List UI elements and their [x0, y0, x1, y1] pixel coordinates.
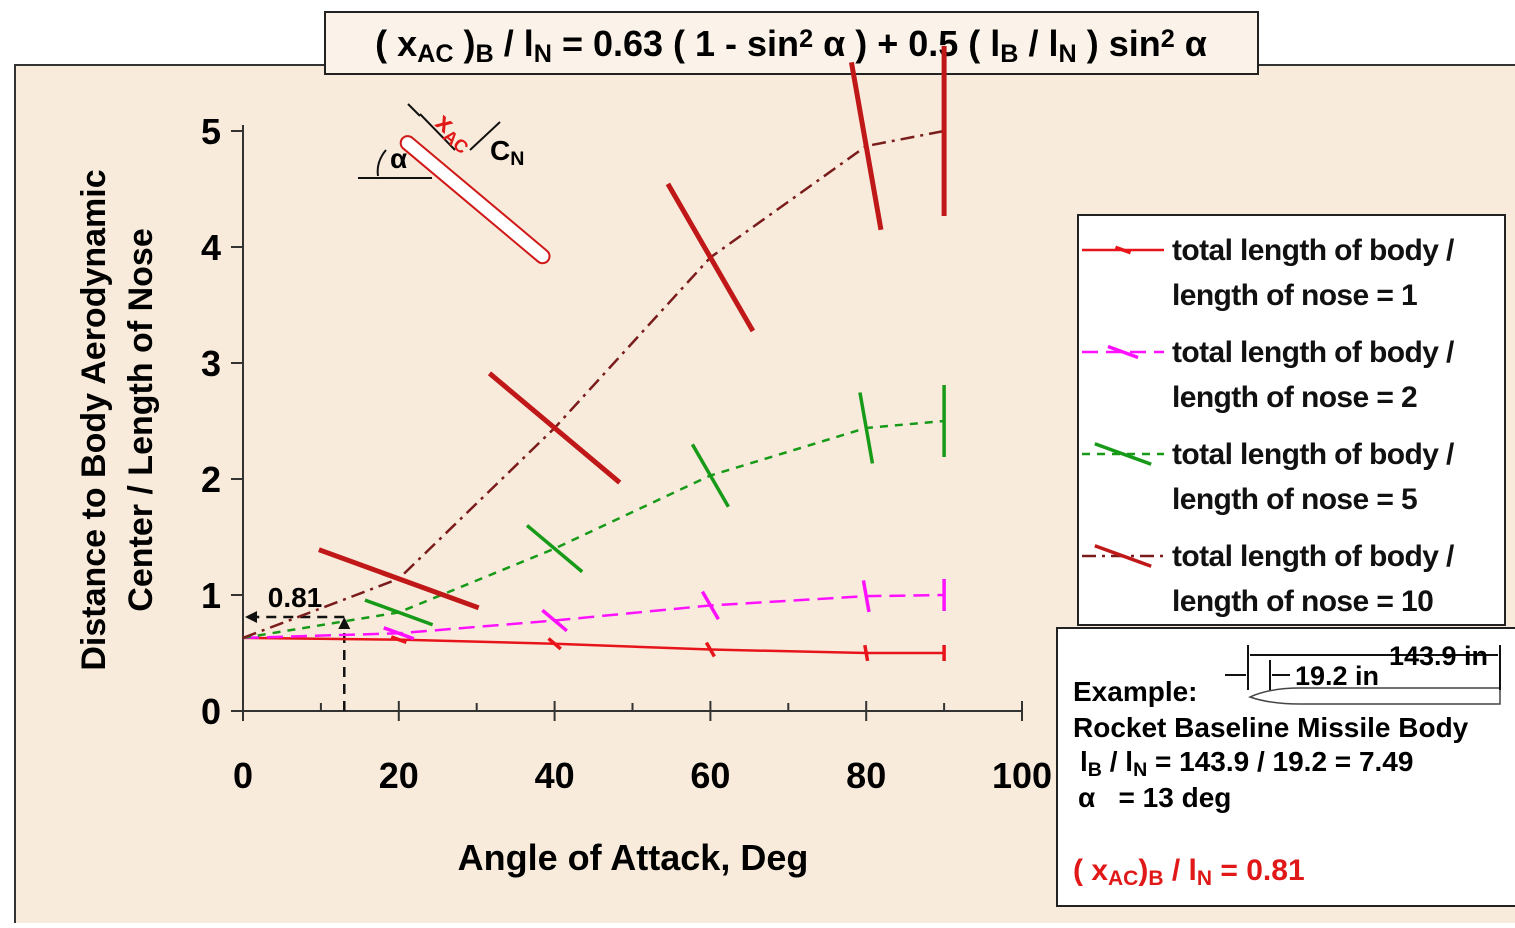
- marker: [863, 644, 870, 662]
- marker: [665, 182, 756, 333]
- subscript: AC: [417, 40, 453, 68]
- callout-arrow-up: [338, 617, 351, 630]
- legend-swatch: [1082, 442, 1164, 466]
- marker: [690, 443, 730, 508]
- legend: total length of body / length of nose = …: [1080, 228, 1505, 623]
- x-tick-label: 60: [690, 755, 730, 796]
- text-part: = 0.81: [1212, 854, 1305, 887]
- subscript: N: [1197, 867, 1212, 890]
- text-part: l: [1080, 746, 1088, 777]
- series-line: [242, 636, 945, 655]
- text-part: ( x: [1073, 854, 1108, 887]
- example-heading: Example:: [1073, 676, 1198, 707]
- example-result: ( xAC)B / lN = 0.81: [1073, 854, 1305, 890]
- y-tick-label: 2: [201, 459, 221, 500]
- text-part: α ) + 0.5 ( l: [813, 23, 1000, 64]
- legend-swatch: [1082, 245, 1164, 255]
- series-line: [242, 129, 945, 640]
- marker: [364, 598, 434, 627]
- legend-label: total length of body / length of nose = …: [1172, 336, 1454, 414]
- text-part: / l: [1102, 746, 1133, 777]
- legend-marker: [1107, 344, 1139, 360]
- legend-item: total length of body / length of nose = …: [1080, 228, 1505, 330]
- legend-swatch: [1082, 544, 1164, 568]
- subscript: B: [1000, 40, 1018, 68]
- example-ratio: lB / lN = 143.9 / 19.2 = 7.49: [1080, 746, 1413, 781]
- x-tick-label: 80: [846, 755, 886, 796]
- subscript: B: [476, 40, 494, 68]
- subscript: B: [1088, 759, 1102, 781]
- legend-label: total length of body / length of nose = …: [1172, 540, 1454, 618]
- x-tick-label: 20: [379, 755, 419, 796]
- legend-marker: [1094, 544, 1152, 568]
- subscript: N: [1133, 759, 1147, 781]
- marker: [541, 608, 568, 633]
- text-part: ) sin: [1077, 23, 1161, 64]
- legend-item: total length of body / length of nose = …: [1080, 330, 1505, 432]
- sketch-alpha: α: [390, 143, 407, 174]
- example-missile: [1225, 645, 1501, 705]
- y-tick-label: 5: [201, 111, 221, 152]
- text-part: = 0.63 ( 1 - sin: [552, 23, 799, 64]
- title-box: [324, 11, 1259, 75]
- x-tick-label: 40: [535, 755, 575, 796]
- example-body: Rocket Baseline Missile Body: [1073, 712, 1469, 743]
- text-part: / l: [1018, 23, 1058, 64]
- y-tick-label: 3: [201, 343, 221, 384]
- marker: [525, 524, 584, 574]
- y-tick-label: 4: [201, 227, 221, 268]
- marker: [848, 61, 884, 231]
- marker: [547, 637, 562, 651]
- y-axis-label: Center / Length of Nose: [122, 228, 160, 611]
- legend-label: total length of body / length of nose = …: [1172, 234, 1454, 312]
- chart-title: ( xAC )B / lN = 0.63 ( 1 - sin2 α ) + 0.…: [375, 23, 1207, 68]
- legend-marker: [1094, 442, 1152, 466]
- marker: [858, 392, 875, 464]
- x-axis-label: Angle of Attack, Deg: [458, 837, 809, 878]
- sketch-cn: CN: [490, 135, 524, 170]
- text-part: α: [1175, 23, 1207, 64]
- text-part: ( x: [375, 23, 417, 64]
- text-part: / l: [1164, 854, 1197, 887]
- marker: [861, 580, 871, 613]
- text-part: ): [454, 23, 476, 64]
- legend-item: total length of body / length of nose = …: [1080, 432, 1505, 534]
- y-tick-label: 1: [201, 575, 221, 616]
- callout-arrow-left: [245, 611, 257, 624]
- marker: [700, 590, 720, 621]
- x-tick-label: 0: [233, 755, 253, 796]
- series-line: [242, 419, 945, 640]
- subscript: AC: [1108, 867, 1138, 890]
- text-part: = 143.9 / 19.2 = 7.49: [1147, 746, 1413, 777]
- text-part: / l: [494, 23, 534, 64]
- y-tick-label: 0: [201, 691, 221, 732]
- subscript: N: [1059, 40, 1077, 68]
- legend-label: total length of body / length of nose = …: [1172, 438, 1454, 516]
- supscript: 2: [799, 25, 813, 53]
- example-alpha: α = 13 deg: [1078, 782, 1231, 813]
- marker: [487, 371, 622, 485]
- text-part: ): [1138, 854, 1148, 887]
- text-part: C: [490, 135, 510, 166]
- total-length: 143.9 in: [1389, 641, 1488, 671]
- legend-swatch: [1082, 344, 1164, 360]
- series-line: [242, 593, 945, 640]
- marker: [318, 547, 480, 611]
- x-tick-label: 100: [992, 755, 1052, 796]
- marker: [704, 641, 716, 658]
- callout-label: 0.81: [268, 582, 323, 613]
- subscript: N: [534, 40, 552, 68]
- subscript: N: [510, 148, 524, 170]
- marker: [383, 626, 415, 641]
- nose-length: 19.2 in: [1295, 661, 1379, 691]
- legend-item: total length of body / length of nose = …: [1080, 534, 1505, 623]
- marker: [390, 635, 407, 645]
- legend-items: total length of body / length of nose = …: [1080, 228, 1505, 623]
- y-axis-label: Distance to Body Aerodynamic: [75, 169, 113, 670]
- supscript: 2: [1161, 25, 1175, 53]
- legend-marker: [1114, 245, 1132, 255]
- subscript: B: [1148, 867, 1163, 890]
